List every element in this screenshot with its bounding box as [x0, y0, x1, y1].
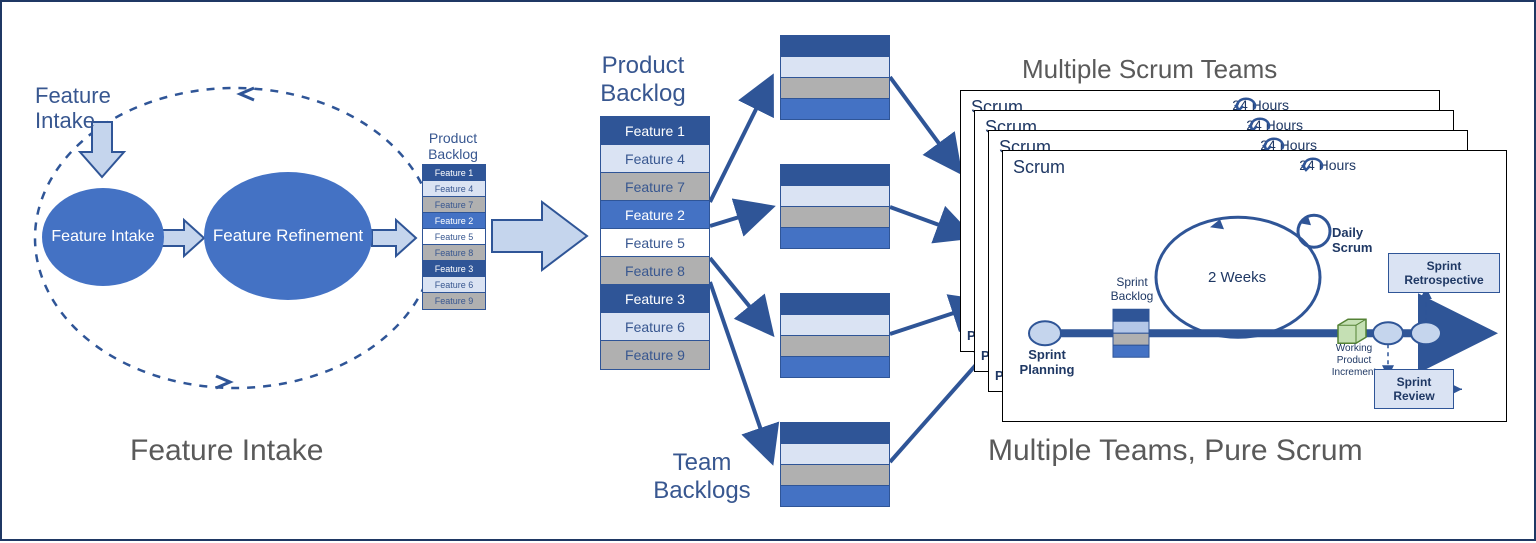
backlog-row: Feature 8	[423, 245, 485, 261]
feature-refinement-node-text: Feature Refinement	[213, 226, 363, 246]
feature-intake-node: Feature Intake	[42, 188, 164, 286]
team-backlog-1	[780, 35, 890, 120]
team-backlog-2	[780, 164, 890, 249]
sprint-retrospective-box: SprintRetrospective	[1388, 253, 1500, 293]
backlog-row: Feature 7	[601, 173, 709, 201]
backlog-row: Feature 9	[423, 293, 485, 309]
small-backlog-title: Product Backlog	[422, 130, 484, 162]
backlog-row: Feature 5	[423, 229, 485, 245]
backlog-row: Feature 7	[423, 197, 485, 213]
feature-intake-node-text: Feature Intake	[51, 228, 154, 246]
backlog-row: Feature 3	[423, 261, 485, 277]
backlog-row: Feature 2	[601, 201, 709, 229]
backlog-row: Feature 1	[423, 165, 485, 181]
feature-intake-label-2: Intake	[35, 108, 95, 134]
team-backlog-3	[780, 293, 890, 378]
daily-scrum-label: DailyScrum	[1332, 225, 1372, 255]
backlog-row: Feature 6	[423, 277, 485, 293]
backlog-row: Feature 6	[601, 313, 709, 341]
scrum-card-4: Scrum24 HoursDailyScrum2 WeeksSprintBack…	[1002, 150, 1507, 422]
two-weeks-label: 2 Weeks	[1208, 269, 1266, 286]
team-backlogs-label: TeamBacklogs	[632, 449, 772, 505]
large-product-backlog: Feature 1Feature 4Feature 7Feature 2Feat…	[600, 116, 710, 370]
backlog-row: Feature 2	[423, 213, 485, 229]
sprint-backlog-label: SprintBacklog	[1105, 275, 1159, 303]
feature-intake-label-1: Feature	[35, 84, 111, 108]
section-feature-intake: Feature Intake	[130, 434, 323, 468]
section-multiple-teams: Multiple Teams, Pure Scrum	[988, 434, 1363, 468]
backlog-row: Feature 1	[601, 117, 709, 145]
multiple-scrum-teams-label: Multiple Scrum Teams	[1022, 54, 1277, 85]
sprint-review-box: SprintReview	[1374, 369, 1454, 409]
sprint-planning-label: SprintPlanning	[1017, 347, 1077, 377]
backlog-row: Feature 4	[601, 145, 709, 173]
backlog-row: Feature 4	[423, 181, 485, 197]
feature-refinement-node: Feature Refinement	[204, 172, 372, 300]
backlog-row: Feature 3	[601, 285, 709, 313]
backlog-row: Feature 5	[601, 229, 709, 257]
small-product-backlog: Feature 1Feature 4Feature 7Feature 2Feat…	[422, 164, 486, 310]
backlog-row: Feature 8	[601, 257, 709, 285]
large-backlog-title: ProductBacklog	[583, 52, 703, 108]
team-backlog-4	[780, 422, 890, 507]
diagram-frame: Feature Intake Feature Intake Feature Re…	[0, 0, 1536, 541]
backlog-row: Feature 9	[601, 341, 709, 369]
